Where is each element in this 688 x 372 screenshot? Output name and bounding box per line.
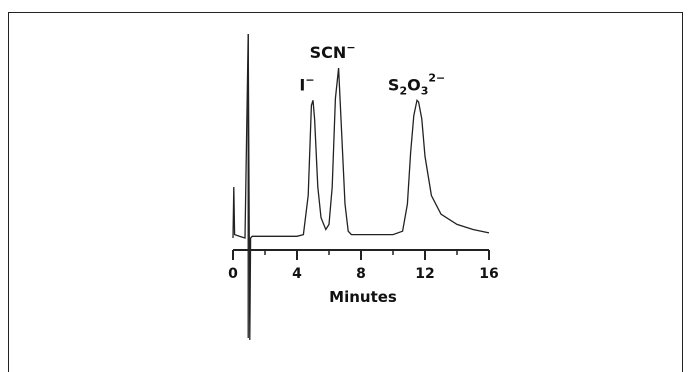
x-tick-label: 4 [292, 266, 302, 282]
x-axis [232, 249, 490, 260]
x-tick-label: 16 [479, 266, 498, 282]
chromatogram-trace [232, 33, 490, 341]
peak-labels: I− SCN− S2O32− [299, 41, 445, 97]
peak-label: SCN− [310, 41, 356, 62]
x-tick-label: 12 [415, 266, 434, 282]
peak-label: S2O32− [388, 71, 445, 97]
x-axis-label: Minutes [329, 288, 397, 306]
x-tick-labels: 0 4 8 12 16 [228, 266, 499, 282]
peak-label: I− [299, 73, 314, 94]
x-tick-label: 0 [228, 266, 238, 282]
x-tick-label: 8 [356, 266, 366, 282]
chart-frame [8, 12, 683, 372]
